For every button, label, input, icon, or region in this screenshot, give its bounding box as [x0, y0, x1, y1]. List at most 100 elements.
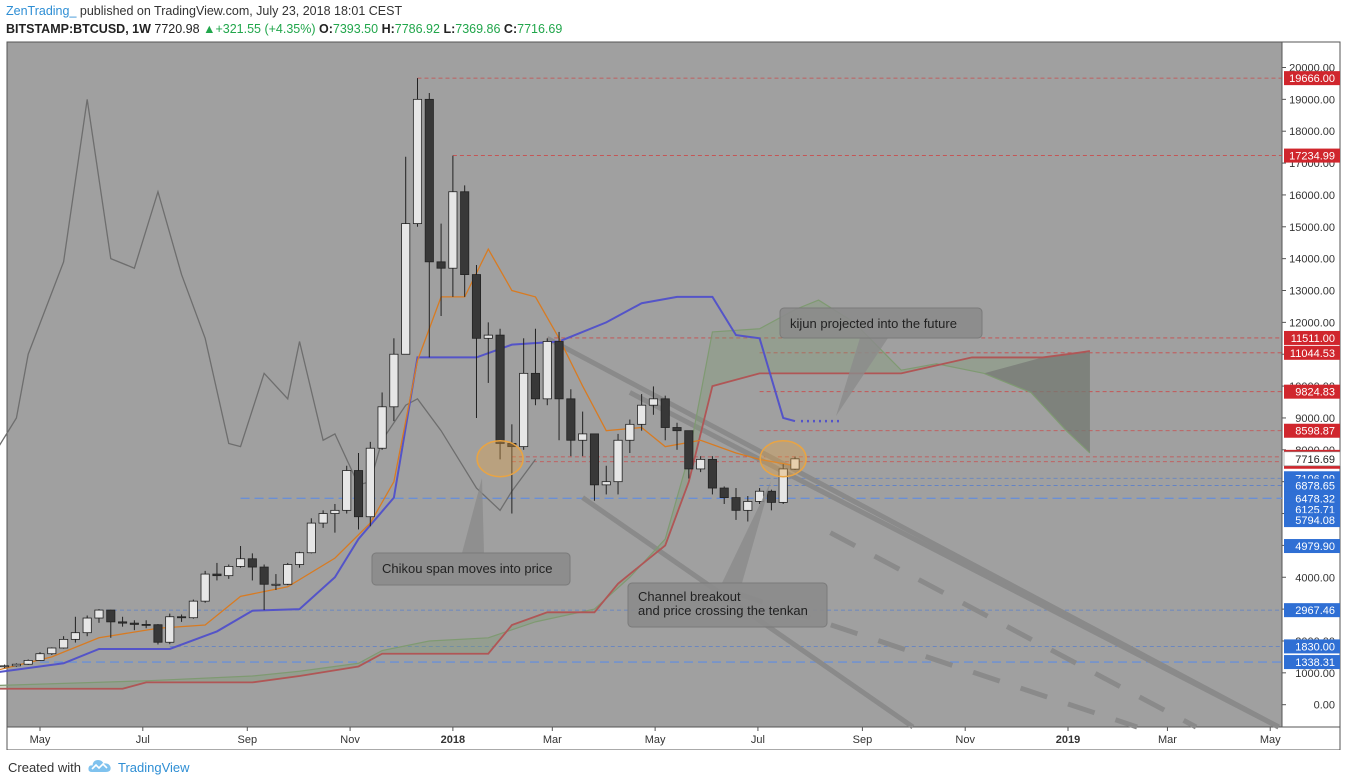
highlight-circle	[476, 439, 524, 478]
low-label: L:	[443, 22, 456, 36]
highlight-circle	[759, 439, 807, 478]
annotation-box	[779, 307, 983, 339]
x-tick-label: Mar	[1158, 734, 1177, 746]
tradingview-cloud-icon[interactable]	[88, 758, 112, 774]
candle-body	[330, 509, 340, 514]
y-tick-label: 18000.00	[1289, 126, 1335, 138]
candle-body	[471, 274, 482, 339]
last-price-label-bg	[1283, 451, 1341, 467]
low-value: 7369.86	[455, 22, 501, 36]
level-label: 19666.00	[1289, 73, 1335, 85]
x-tick-label: 2019	[1056, 734, 1080, 746]
level-label-bg	[1284, 423, 1340, 438]
candle-body	[495, 334, 505, 444]
symbol-label[interactable]: BITSTAMP:BTCUSD, 1W	[6, 22, 151, 36]
candle-body	[342, 470, 352, 511]
author-link[interactable]: ZenTrading_	[6, 4, 77, 18]
candle-body	[94, 609, 104, 619]
candle-body	[578, 433, 588, 441]
candle-body	[47, 647, 57, 655]
candle-body	[82, 617, 92, 634]
level-label-bg	[1284, 345, 1340, 360]
level-label-bg	[1284, 502, 1340, 517]
x-tick-label: 2018	[441, 734, 465, 746]
candle-body	[566, 398, 576, 441]
candle-body	[460, 191, 470, 275]
candle-body	[153, 624, 163, 643]
candle-body	[59, 638, 69, 649]
x-tick-label: Mar	[543, 734, 562, 746]
candle-body	[70, 632, 80, 640]
ichimoku-cloud	[0, 299, 1091, 690]
x-tick-label: Jul	[751, 734, 765, 746]
chart-header: ZenTrading_ published on TradingView.com…	[0, 0, 1348, 42]
candle-body	[188, 600, 198, 619]
candle-body	[306, 522, 316, 554]
candle-body	[106, 609, 116, 623]
level-label: 6478.32	[1295, 493, 1335, 505]
candle-body	[294, 552, 305, 565]
candle-body	[236, 558, 246, 567]
candle-body	[23, 660, 33, 665]
level-label-bg	[1284, 478, 1340, 493]
candle-body	[542, 341, 552, 400]
chikou-span-line	[0, 99, 536, 512]
x-tick-label: Nov	[955, 734, 975, 746]
candle-body	[613, 439, 623, 483]
y-tick-label: 9000.00	[1295, 413, 1335, 425]
level-label-bg	[1284, 655, 1340, 670]
y-tick-label: 19000.00	[1289, 94, 1335, 106]
annotation-box	[627, 582, 828, 628]
high-label: H:	[381, 22, 395, 36]
time-axis: May Jul Sep Nov 2018 Mar May Jul Sep Nov 2019 Mar Ma…	[30, 727, 1281, 746]
candle-body	[412, 98, 423, 225]
channel-line	[628, 390, 1280, 730]
y-tick-label: 4000.00	[1295, 572, 1335, 584]
candle-body	[778, 468, 788, 503]
annotation-text: Chikou span moves into price	[382, 561, 553, 576]
span-a-line	[0, 299, 1091, 686]
candle-body	[743, 501, 753, 511]
high-value: 7786.92	[394, 22, 440, 36]
y-tick-label: 12000.00	[1289, 317, 1335, 329]
candle-body	[684, 430, 694, 470]
candle-body	[483, 334, 493, 339]
level-label: 8598.87	[1295, 426, 1335, 438]
candle-body	[389, 353, 399, 408]
tradingview-brand[interactable]: TradingView	[118, 760, 190, 775]
x-tick-label: Sep	[237, 734, 257, 746]
candle-body	[448, 191, 458, 269]
candle-body	[141, 624, 151, 626]
level-label: 11044.53	[1290, 348, 1335, 360]
last-price: 7720.98	[154, 22, 200, 36]
level-label-bg	[1284, 513, 1340, 528]
candle-body	[129, 622, 139, 625]
level-label: 6878.65	[1295, 481, 1335, 493]
candle-body	[165, 616, 175, 643]
candle-body	[259, 566, 269, 585]
x-tick-label: May	[645, 734, 666, 746]
x-tick-label: Nov	[340, 734, 360, 746]
candle-body	[707, 458, 717, 489]
y-tick-label: 14000.00	[1289, 254, 1335, 266]
candle-body	[719, 487, 729, 499]
level-label: 17234.99	[1289, 151, 1335, 163]
candle-body	[589, 433, 599, 486]
level-label: 1830.00	[1295, 641, 1335, 653]
channel-line	[829, 530, 1198, 730]
close-value: 7716.69	[517, 22, 563, 36]
annotation-text: Channel breakout	[638, 589, 741, 604]
price-axis: 0.001000.002000.003000.004000.005000.006…	[1282, 62, 1341, 712]
candle-body	[0, 665, 10, 668]
ohlc-line: BITSTAMP:BTCUSD, 1W 7720.98 ▲+321.55 (+4…	[6, 22, 562, 36]
annotation-pointer	[462, 478, 484, 553]
time-axis-bg	[6, 726, 1341, 751]
annotation-text: kijun projected into the future	[790, 316, 957, 331]
candle-body	[318, 513, 328, 524]
candle-body	[625, 423, 635, 441]
candle-body	[365, 447, 375, 518]
candle-body	[247, 558, 257, 568]
y-tick-label: 1000.00	[1295, 668, 1335, 680]
created-with-text: Created with	[8, 760, 81, 775]
